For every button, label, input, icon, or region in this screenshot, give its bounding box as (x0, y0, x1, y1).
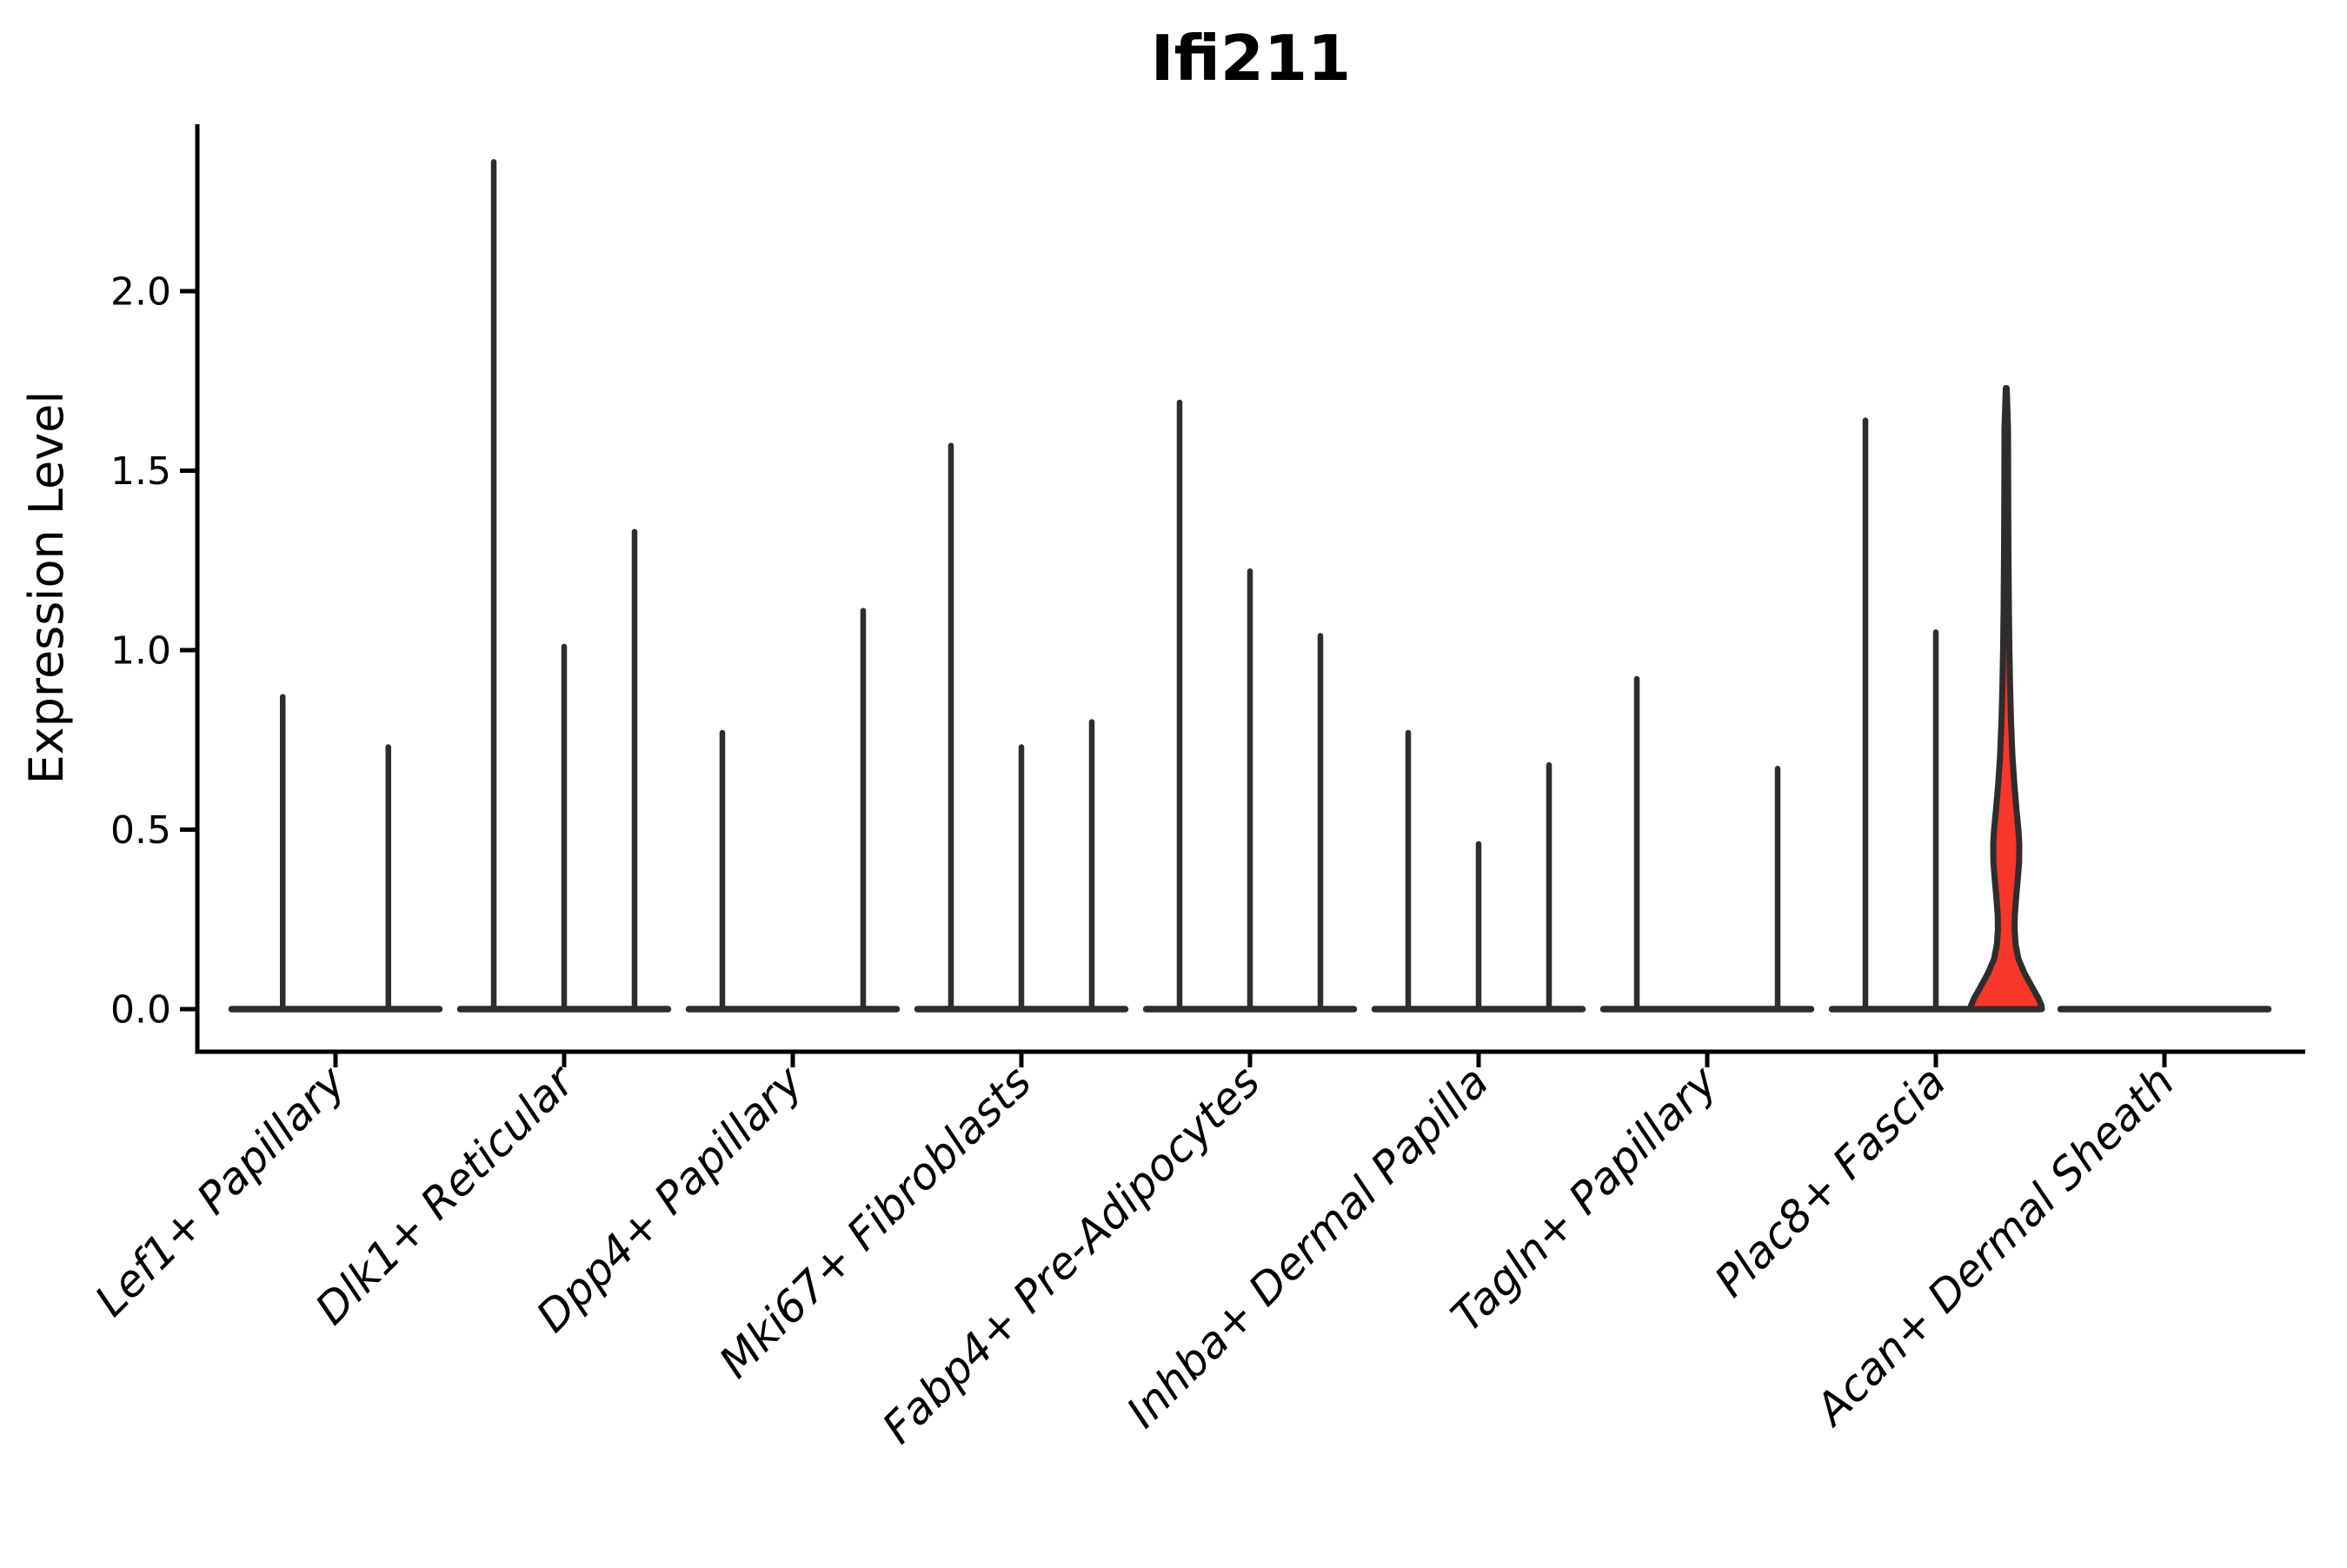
chart-title: Ifi211 (1151, 22, 1351, 95)
x-tick-label: Plac8+ Fascia (1705, 1056, 1956, 1306)
y-tick-label: 2.0 (110, 269, 171, 314)
y-axis-label: Expression Level (19, 391, 74, 785)
x-tick-label: Inhba+ Dermal Papilla (1117, 1056, 1498, 1437)
y-tick-label: 1.5 (110, 449, 171, 494)
highlighted-violin (1967, 385, 2045, 1013)
x-tick-label: Lef1+ Papillary (85, 1055, 356, 1325)
x-tick-label: Acan+ Dermal Sheath (1805, 1056, 2184, 1436)
violins (228, 159, 2272, 1013)
y-tick-label: 1.0 (110, 628, 171, 673)
y-tick-label: 0.5 (110, 808, 171, 853)
x-tick-label: Fabp4+ Pre-Adipocytes (873, 1056, 1270, 1453)
y-tick-label: 0.0 (110, 987, 171, 1032)
axes (180, 124, 2305, 1067)
